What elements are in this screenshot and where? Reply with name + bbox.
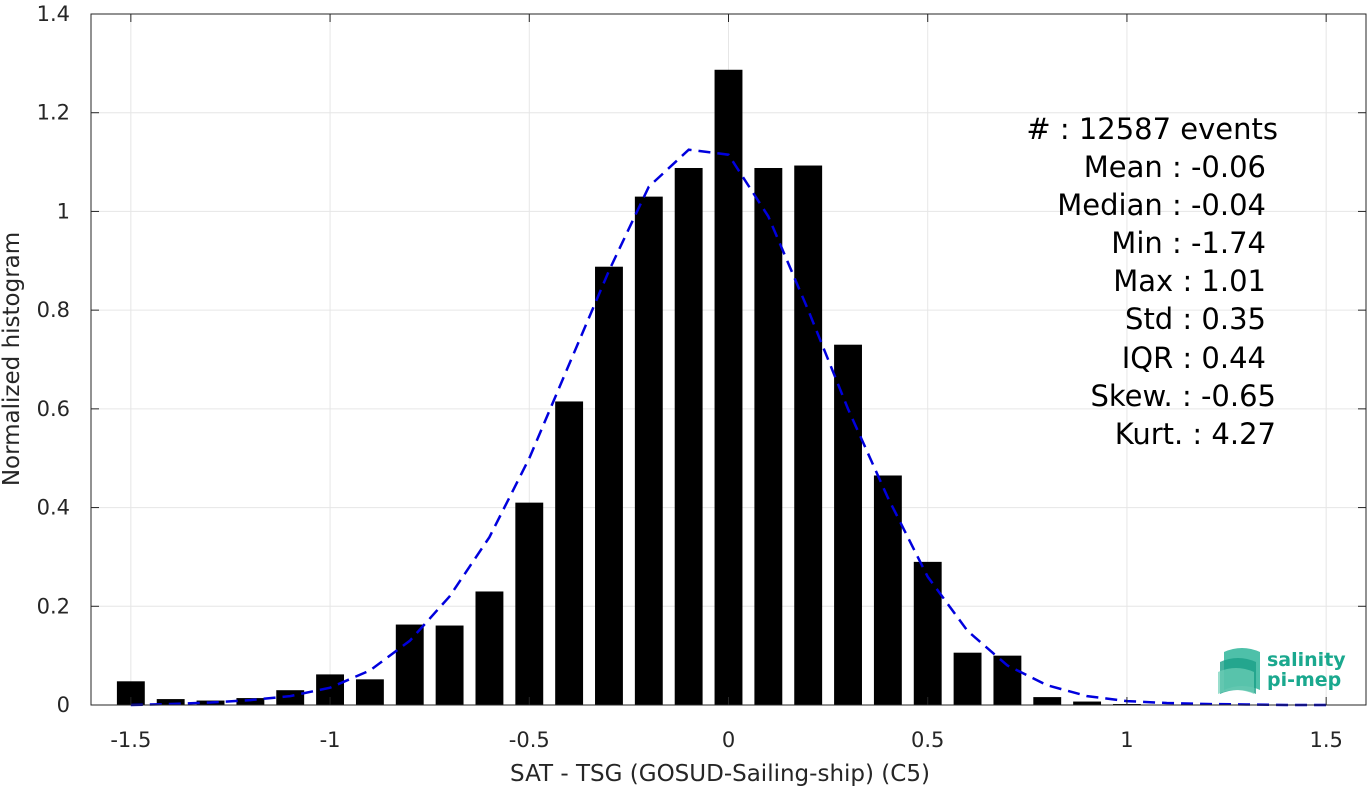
histogram-bar [674,167,703,706]
histogram-bar [1033,697,1062,705]
x-tick-label: 1.5 [1309,728,1342,752]
stat-iqr: IQR : 0.44 [1122,341,1266,375]
histogram-bar [355,679,384,705]
y-tick-label: 0.8 [37,298,70,322]
y-tick-label: 0.4 [37,496,70,520]
stat-median: Median : -0.04 [1057,188,1266,222]
histogram-bar [714,69,743,706]
histogram-bar [634,196,663,705]
x-tick-label: 1 [1120,728,1133,752]
stat-events: # : 12587 events [1026,112,1278,146]
histogram-bar [754,167,783,706]
histogram-bar [395,624,424,705]
statistics-box: # : 12587 events Mean : -0.06 Median : -… [1026,112,1278,451]
y-tick-label: 1.2 [37,101,70,125]
histogram-bar [236,698,265,705]
logo-line2: pi-mep [1267,669,1341,691]
x-tick-label: -0.5 [509,728,550,752]
histogram-bar [435,625,464,705]
histogram-bar [1073,701,1102,705]
histogram-bar [953,652,982,705]
salinity-pimep-logo: salinity pi-mep [1218,648,1346,694]
x-tick-label: -1 [320,728,341,752]
stat-skew: Skew. : -0.65 [1090,379,1276,413]
x-tick-labels: -1.5 -1 -0.5 0 0.5 1 1.5 [110,728,1343,752]
histogram-bar [595,266,623,705]
y-tick-label: 0.6 [37,397,70,421]
x-axis-label: SAT - TSG (GOSUD-Sailing-ship) (C5) [510,761,930,787]
y-axis-label: Normalized histogram [0,232,25,486]
logo-waves-icon [1218,648,1260,694]
x-tick-label: 0.5 [911,728,944,752]
logo-line1: salinity [1267,649,1346,671]
histogram-bar [116,681,145,705]
x-tick-label: 0 [722,728,735,752]
histogram-bar [276,690,305,705]
stat-kurt: Kurt. : 4.27 [1115,417,1276,451]
y-tick-label: 0 [57,693,70,717]
y-tick-label: 1 [57,199,70,223]
y-tick-label: 0.2 [37,594,70,618]
stat-std: Std : 0.35 [1125,302,1266,336]
y-tick-label: 1.4 [37,2,70,26]
stat-mean: Mean : -0.06 [1084,150,1266,184]
histogram-bar [515,502,544,705]
histogram-bar [993,655,1022,705]
histogram-bar [555,401,584,705]
stat-max: Max : 1.01 [1113,264,1266,298]
y-tick-labels: 0 0.2 0.4 0.6 0.8 1 1.2 1.4 [37,2,70,717]
histogram-bar [794,165,823,705]
histogram-bar [913,561,942,705]
x-tick-label: -1.5 [110,728,151,752]
histogram-bar [834,344,862,705]
axis-ticks [91,13,1366,706]
histogram-bar [475,591,504,705]
stat-min: Min : -1.74 [1111,226,1266,260]
histogram-bar [156,699,185,705]
histogram-bar [873,475,902,705]
